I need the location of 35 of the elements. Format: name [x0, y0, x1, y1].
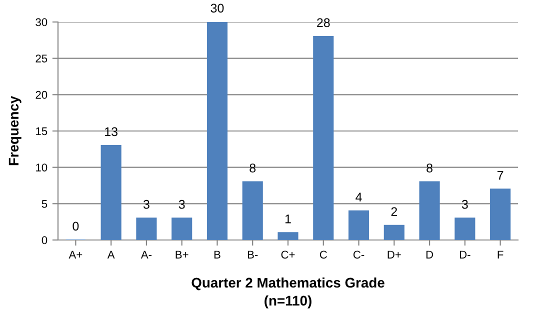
y-tick-label: 5 — [42, 200, 48, 208]
data-label: 0 — [72, 222, 79, 231]
data-label: 8 — [250, 164, 256, 172]
x-tick-label: B- — [248, 250, 258, 258]
data-label: 1 — [285, 214, 291, 224]
x-tick-label: C — [320, 250, 327, 259]
data-label: 4 — [356, 192, 362, 202]
data-label: 7 — [497, 170, 504, 180]
y-tick-label: 30 — [36, 18, 48, 26]
data-label: 13 — [105, 127, 118, 136]
y-tick-label: 20 — [36, 90, 48, 99]
x-tick-label: D- — [460, 250, 470, 258]
data-label: 3 — [143, 200, 150, 209]
y-axis-title: Frequency — [8, 96, 22, 166]
x-tick-label: D — [426, 250, 434, 258]
x-tick-label: B+ — [176, 250, 188, 258]
x-tick-label: B — [214, 250, 220, 258]
y-tick-label: 0 — [42, 236, 48, 244]
x-tick-label: A- — [140, 250, 152, 258]
y-tick-label: 15 — [36, 127, 48, 136]
x-tick-label: A — [107, 250, 115, 258]
x-tick-label: F — [498, 250, 504, 258]
y-tick-label: 10 — [36, 164, 48, 172]
data-label: 2 — [391, 207, 398, 216]
x-axis-title: Quarter 2 Mathematics Grade (n=110) — [192, 277, 384, 308]
y-tick-label: 25 — [36, 54, 48, 62]
data-label: 28 — [317, 18, 330, 28]
x-tick-label: D+ — [388, 250, 401, 258]
data-label: 30 — [210, 4, 224, 13]
x-tick-label: C- — [353, 250, 364, 259]
data-label: 8 — [426, 164, 432, 172]
x-tick-label: C+ — [281, 250, 295, 259]
data-label: 3 — [178, 200, 185, 209]
x-tick-label: A+ — [68, 250, 82, 258]
data-label: 3 — [462, 200, 468, 209]
